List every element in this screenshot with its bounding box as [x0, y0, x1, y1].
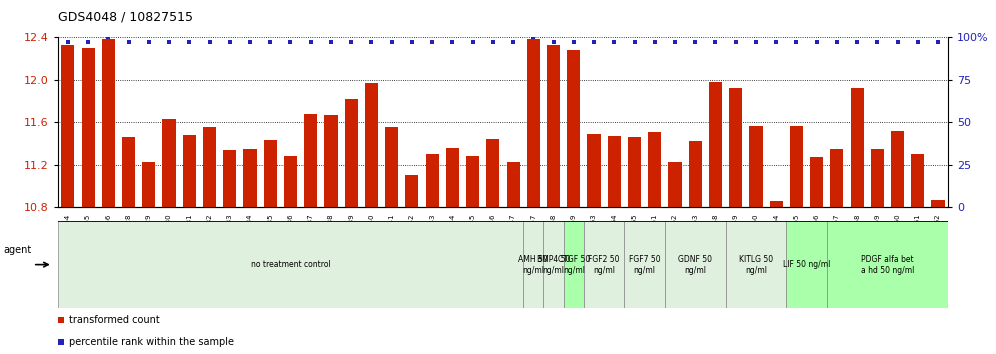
Text: PDGF alfa bet
a hd 50 ng/ml: PDGF alfa bet a hd 50 ng/ml	[861, 255, 914, 275]
Bar	[608, 136, 621, 207]
Bar	[82, 48, 95, 207]
Bar	[827, 221, 948, 308]
Text: CTGF 50
ng/ml: CTGF 50 ng/ml	[558, 255, 590, 275]
Bar	[385, 127, 398, 207]
Bar	[568, 50, 581, 207]
Bar	[446, 148, 459, 207]
Bar	[405, 175, 418, 207]
Bar	[725, 221, 786, 308]
Bar	[345, 99, 358, 207]
Text: FGF7 50
ng/ml: FGF7 50 ng/ml	[628, 255, 660, 275]
Bar	[162, 119, 175, 207]
Bar	[264, 140, 277, 207]
Bar	[709, 82, 722, 207]
Text: GDNF 50
ng/ml: GDNF 50 ng/ml	[678, 255, 712, 275]
Text: percentile rank within the sample: percentile rank within the sample	[69, 337, 234, 347]
Text: AMH 50
ng/ml: AMH 50 ng/ml	[519, 255, 548, 275]
Text: transformed count: transformed count	[69, 315, 159, 325]
Text: KITLG 50
ng/ml: KITLG 50 ng/ml	[739, 255, 773, 275]
Bar	[102, 39, 115, 207]
Bar	[851, 88, 864, 207]
Bar	[425, 154, 438, 207]
Bar	[729, 88, 742, 207]
Text: agent: agent	[3, 245, 31, 256]
Bar	[547, 45, 560, 207]
Bar	[770, 201, 783, 207]
Bar	[182, 135, 196, 207]
Bar	[523, 221, 544, 308]
Text: FGF2 50
ng/ml: FGF2 50 ng/ml	[589, 255, 620, 275]
Bar	[931, 200, 944, 207]
Bar	[871, 149, 883, 207]
Bar	[304, 114, 318, 207]
Bar	[588, 134, 601, 207]
Bar	[62, 45, 75, 207]
Bar	[223, 150, 236, 207]
Bar	[749, 126, 763, 207]
Bar	[564, 221, 584, 308]
Bar	[831, 149, 844, 207]
Bar	[58, 221, 523, 308]
Bar	[284, 156, 297, 207]
Bar	[203, 127, 216, 207]
Bar	[527, 39, 540, 207]
Bar	[786, 221, 827, 308]
Text: BMP4 50
ng/ml: BMP4 50 ng/ml	[537, 255, 571, 275]
Bar	[243, 149, 257, 207]
Bar	[810, 157, 824, 207]
Bar	[365, 83, 378, 207]
Text: LIF 50 ng/ml: LIF 50 ng/ml	[783, 260, 831, 269]
Bar	[668, 162, 681, 207]
Bar	[627, 137, 641, 207]
Bar	[466, 156, 479, 207]
Bar	[486, 139, 499, 207]
Bar	[584, 221, 624, 308]
Bar	[325, 115, 338, 207]
Bar	[665, 221, 725, 308]
Bar	[507, 162, 520, 207]
Bar	[142, 162, 155, 207]
Bar	[790, 126, 803, 207]
Bar	[911, 154, 924, 207]
Bar	[544, 221, 564, 308]
Bar	[688, 141, 702, 207]
Bar	[648, 132, 661, 207]
Bar	[123, 137, 135, 207]
Bar	[891, 131, 904, 207]
Text: GDS4048 / 10827515: GDS4048 / 10827515	[58, 11, 193, 24]
Bar	[624, 221, 665, 308]
Text: no treatment control: no treatment control	[251, 260, 331, 269]
